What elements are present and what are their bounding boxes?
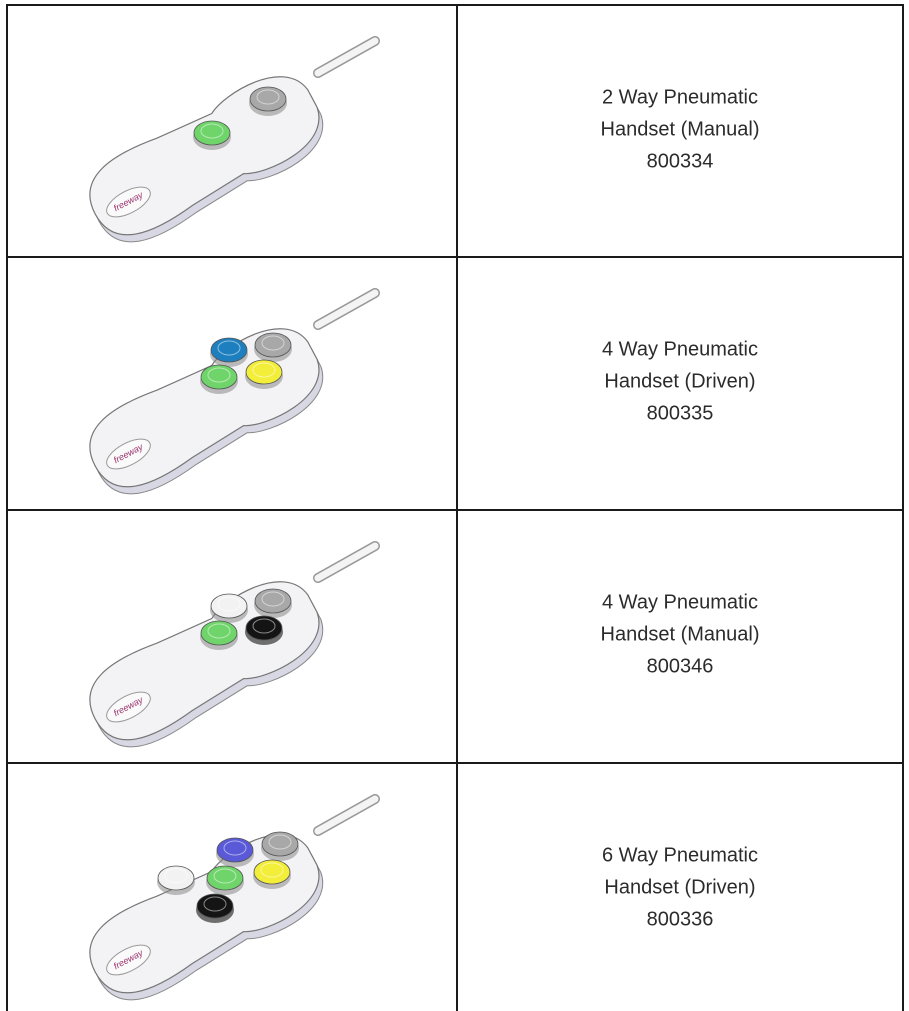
button-top (268, 834, 292, 850)
button-top (217, 340, 241, 356)
table-row: freeway 4 Way Pneumatic Handset (Driven) 80… (89, 288, 758, 495)
button (196, 893, 234, 919)
cable-core (314, 795, 379, 835)
button-top (252, 362, 276, 378)
handset-illustration: freeway (89, 288, 380, 495)
cell-text: Handset (Driven) (604, 876, 755, 898)
handset-body: freeway (89, 328, 324, 495)
cable-core (314, 37, 379, 77)
cell-text: 800335 (647, 402, 714, 424)
button (254, 332, 292, 358)
table-row: freeway 4 Way Pneumatic Handset (Manual) 80… (89, 541, 760, 748)
button (253, 859, 291, 885)
cell-text: 4 Way Pneumatic (602, 338, 758, 360)
cell-text: Handset (Driven) (604, 370, 755, 392)
button-top (164, 868, 188, 884)
handset-illustration: freeway (89, 794, 380, 1001)
button (245, 359, 283, 385)
cell-text: 800336 (647, 908, 714, 930)
button (206, 865, 244, 891)
cell-text: 800334 (647, 150, 714, 172)
button-top (252, 618, 276, 634)
cell-text: 800346 (647, 655, 714, 677)
button-top (217, 596, 241, 612)
button-top (207, 623, 231, 639)
button-top (207, 367, 231, 383)
cell-text: Handset (Manual) (601, 118, 760, 140)
logo-badge (106, 691, 151, 723)
button-top (203, 896, 227, 912)
handset-body: freeway (89, 581, 324, 748)
button-top (213, 868, 237, 884)
button-top (260, 862, 284, 878)
button (210, 337, 248, 363)
cell-text: 4 Way Pneumatic (602, 591, 758, 613)
cable-core (314, 542, 379, 582)
table-borders (6, 4, 904, 1011)
handset-illustration: freeway (89, 36, 380, 243)
button (254, 588, 292, 614)
button-top (223, 840, 247, 856)
cell-text: 6 Way Pneumatic (602, 844, 758, 866)
button (193, 120, 231, 146)
button (200, 364, 238, 390)
table-row: freeway 6 Way Pneumatic Handset (Driven) 80… (89, 794, 758, 1001)
button (216, 837, 254, 863)
button (245, 615, 283, 641)
handset-illustration: freeway (89, 541, 380, 748)
button (261, 831, 299, 857)
button (210, 593, 248, 619)
button-top (261, 335, 285, 351)
handset-body: freeway (89, 76, 324, 243)
logo-badge (106, 944, 151, 976)
button-top (256, 89, 280, 105)
logo-badge (106, 438, 151, 470)
button-top (200, 123, 224, 139)
button (200, 620, 238, 646)
cell-text: Handset (Manual) (601, 623, 760, 645)
logo-badge (106, 186, 151, 218)
cell-text: 2 Way Pneumatic (602, 86, 758, 108)
table-row: freeway 2 Way Pneumatic Handset (Manual) 80… (89, 36, 760, 243)
button (157, 865, 195, 891)
cable-core (314, 289, 379, 329)
button (249, 86, 287, 112)
button-top (261, 591, 285, 607)
